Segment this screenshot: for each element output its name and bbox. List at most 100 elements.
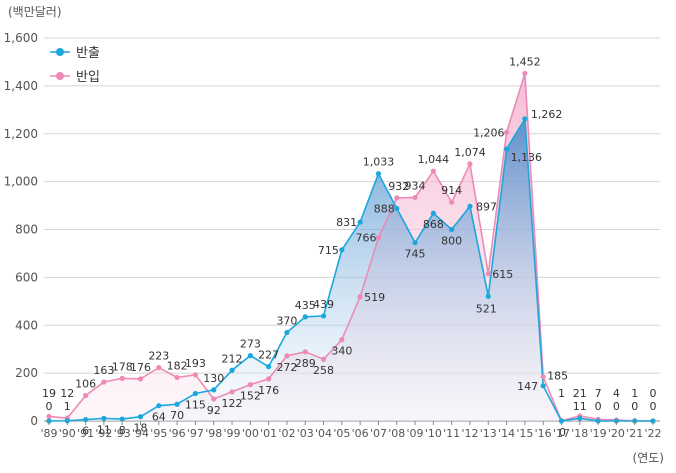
point-banchul [467,203,473,209]
x-tick-label: '08 [388,427,405,440]
data-label-banchul: 439 [313,298,334,311]
data-label-banip: 1,452 [509,55,541,68]
y-tick-label: 1,200 [4,127,38,141]
data-label-banip: 106 [75,378,96,391]
data-label-banip: 289 [295,357,316,370]
data-label-banip: 21 [573,387,587,400]
data-label-banchul: 6 [82,425,89,438]
data-label-banip: 176 [258,384,279,397]
point-banchul [266,364,272,370]
data-label-banip: 182 [167,359,188,372]
x-tick-label: '13 [480,427,497,440]
x-tick-label: '89 [40,427,57,440]
data-label-banip: 223 [148,350,169,363]
data-label-banchul: 1,262 [531,108,563,121]
line-layer [48,73,654,422]
x-tick-label: '98 [205,427,222,440]
data-label-banchul: 0 [595,400,602,413]
point-banip [320,356,327,362]
point-banchul [174,401,180,407]
point-banchul [394,205,400,212]
x-tick-label: '14 [498,427,515,440]
x-tick-label: '03 [297,427,314,440]
x-unit-label: (연도) [633,451,664,465]
y-tick-label: 1,400 [4,79,38,93]
point-banchul [83,416,89,423]
point-banchul [412,240,418,246]
data-label-banip: 185 [547,370,568,383]
x-tick-label: '12 [461,427,478,440]
x-tick-label: '18 [571,427,588,440]
point-banip [302,349,308,355]
y-tick-label: 400 [15,318,38,332]
y-tick-label: 0 [30,414,38,428]
x-tick-label: '92 [95,427,112,440]
data-label-banip: 178 [112,360,133,373]
x-tick-label: '11 [443,427,460,440]
data-label-banip: 914 [441,184,462,197]
data-label-banchul: 0 [46,400,53,413]
point-banip [119,375,125,381]
x-tick-label: '06 [352,427,369,440]
x-tick-label: '20 [608,427,625,440]
data-label-banip: 1 [631,387,638,400]
legend-label-banchul: 반출 [76,46,100,61]
area-layer [49,73,653,422]
data-label-banchul: 18 [134,422,148,435]
data-label-banip: 519 [364,291,385,304]
point-banip [247,382,253,388]
data-label-banip: 92 [207,404,221,417]
data-label-banip: 766 [355,232,376,245]
data-label-banip: 340 [331,345,352,358]
point-banchul [320,313,327,319]
data-label-banchul: 435 [295,299,316,312]
point-banchul [430,210,436,216]
data-label-banchul: 11 [97,423,111,436]
x-tick-label: '10 [425,427,442,440]
legend: 반출 반입 [50,46,100,85]
data-label-banip: 193 [185,357,206,370]
point-banip [540,374,546,380]
x-axis-ticks: '89'90'91'92'93'94'95'96'97'98'99'00'01 '… [40,421,662,440]
point-banip [83,393,89,399]
point-banip [174,374,180,381]
x-tick-label: '94 [132,427,149,440]
point-banchul [156,403,162,409]
point-banchul [357,219,363,225]
point-banip [192,372,199,378]
y-tick-label: 1,600 [4,31,38,45]
data-label-banchul: 1,033 [363,156,395,169]
data-label-banchul: 227 [258,349,279,362]
point-banip [357,294,363,300]
point-banchul [339,247,345,253]
point-banip [522,70,528,77]
point-banchul [577,415,583,421]
point-banchul [247,353,253,359]
point-banip [156,365,162,371]
x-tick-label: '16 [535,427,552,440]
data-label-banchul: 370 [276,314,297,327]
point-banip [339,337,345,343]
point-banchul [211,387,217,393]
data-label-banchul: 0 [631,400,638,413]
x-tick-label: '96 [169,427,186,440]
x-tick-label: '93 [114,427,131,440]
line-banip [48,73,654,422]
data-label-banip: 272 [276,361,297,374]
x-tick-label: '17 [553,427,570,440]
point-banchul [64,418,70,424]
data-label-banchul: 8 [119,424,126,437]
x-tick-label: '01 [260,427,277,440]
data-label-banip: 615 [492,268,513,281]
data-label-banip: 932 [388,180,409,193]
point-banchul [229,367,235,373]
data-label-banchul: 64 [152,411,166,424]
data-label-banchul: 130 [203,372,224,385]
data-label-banchul: 115 [185,398,206,411]
data-label-banchul: 715 [318,244,339,257]
point-banip [430,168,436,174]
y-axis-ticks: 0 200 400 600 800 1,000 1,200 1,400 1,600 [4,31,38,428]
point-banchul [503,146,510,152]
point-banchul [485,293,491,299]
